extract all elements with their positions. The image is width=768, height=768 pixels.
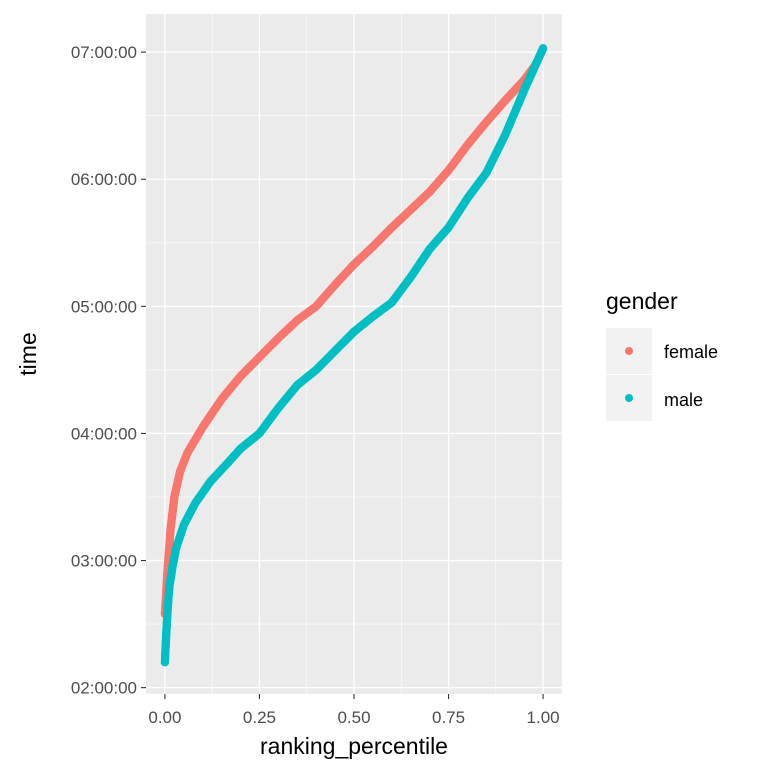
data-points <box>160 44 548 667</box>
x-tick-label: 0.75 <box>432 708 465 727</box>
y-tick-label: 06:00:00 <box>71 170 137 189</box>
y-tick-label: 02:00:00 <box>71 679 137 698</box>
y-tick-label: 04:00:00 <box>71 424 137 443</box>
y-tick-label: 05:00:00 <box>71 297 137 316</box>
legend-title: gender <box>606 288 678 314</box>
legend-marker-male <box>625 394 633 402</box>
x-tick-label: 0.25 <box>243 708 276 727</box>
x-tick-label: 0.50 <box>337 708 370 727</box>
legend-label-female: female <box>664 342 718 362</box>
legend: gender female male <box>606 288 718 421</box>
x-tick-label: 0.00 <box>148 708 181 727</box>
data-point-male <box>538 44 548 53</box>
series-female <box>160 44 548 619</box>
x-tick-label: 1.00 <box>527 708 560 727</box>
legend-marker-female <box>625 347 633 355</box>
y-tick-label: 03:00:00 <box>71 552 137 571</box>
series-male <box>160 44 548 667</box>
y-tick-label: 07:00:00 <box>71 43 137 62</box>
legend-label-male: male <box>664 390 703 410</box>
grid-minor <box>146 14 562 694</box>
y-axis-title: time <box>15 332 41 375</box>
x-axis: 0.00 0.25 0.50 0.75 1.00 <box>148 694 560 727</box>
y-axis: 02:00:00 03:00:00 04:00:00 05:00:00 06:00:00… <box>71 43 146 698</box>
x-axis-title: ranking_percentile <box>260 733 448 759</box>
